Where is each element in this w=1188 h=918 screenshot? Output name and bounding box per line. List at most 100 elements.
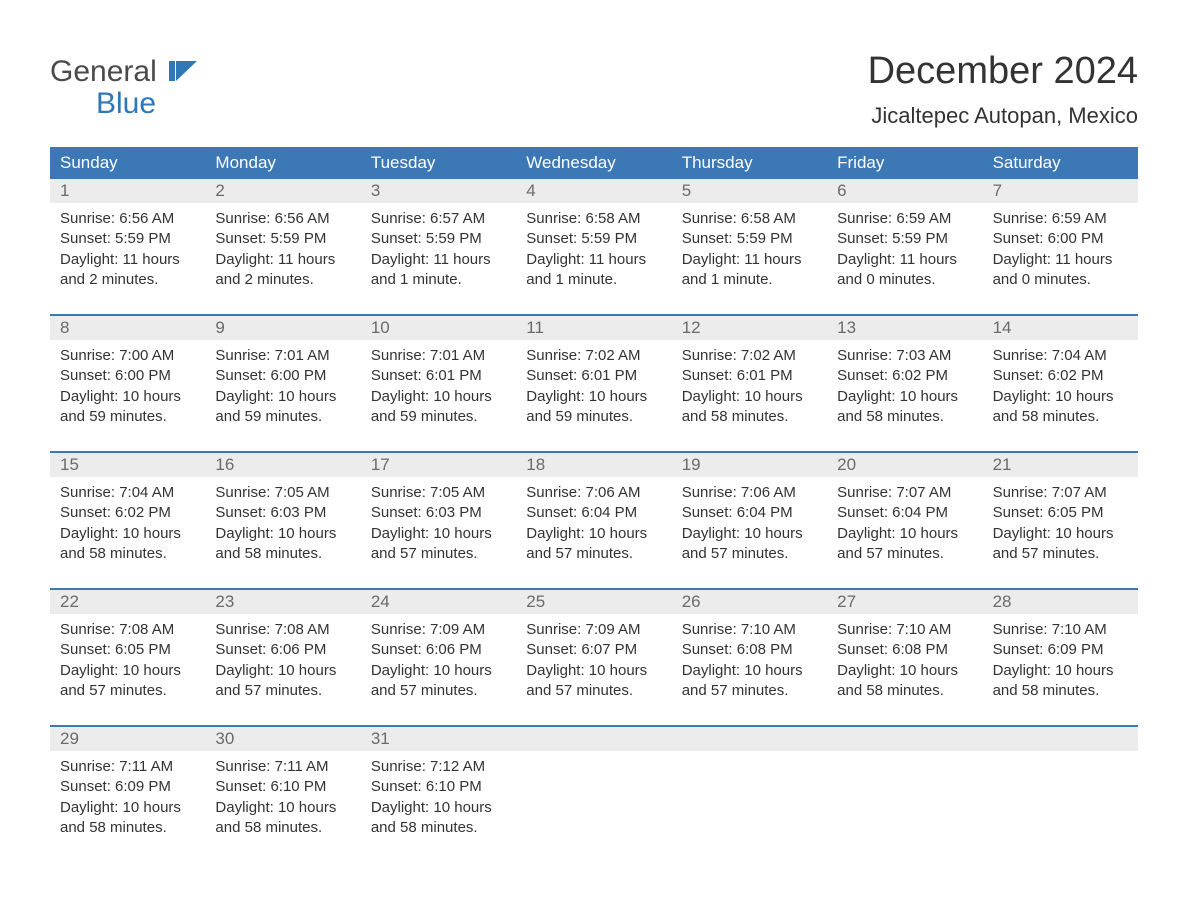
day-number: 18 <box>516 453 671 477</box>
day-cell: Sunrise: 6:56 AMSunset: 5:59 PMDaylight:… <box>205 203 360 300</box>
daylight-text: Daylight: 10 hours <box>682 387 817 407</box>
day-number: 12 <box>672 316 827 340</box>
sunset-text: Sunset: 6:04 PM <box>682 503 817 523</box>
daylight-text: Daylight: 11 hours <box>993 250 1128 270</box>
sunrise-text: Sunrise: 7:03 AM <box>837 346 972 366</box>
day-number: 13 <box>827 316 982 340</box>
day-number: 16 <box>205 453 360 477</box>
day-cell: Sunrise: 7:10 AMSunset: 6:08 PMDaylight:… <box>672 614 827 711</box>
day-cell: Sunrise: 7:01 AMSunset: 6:01 PMDaylight:… <box>361 340 516 437</box>
sunset-text: Sunset: 6:10 PM <box>371 777 506 797</box>
daynum-row: 22232425262728 <box>50 590 1138 614</box>
daylight-text: and 58 minutes. <box>215 544 350 564</box>
day-number: 19 <box>672 453 827 477</box>
daylight-text: and 1 minute. <box>371 270 506 290</box>
daylight-text: Daylight: 10 hours <box>837 661 972 681</box>
daylight-text: Daylight: 11 hours <box>526 250 661 270</box>
sunrise-text: Sunrise: 7:06 AM <box>682 483 817 503</box>
daylight-text: Daylight: 10 hours <box>60 387 195 407</box>
sunset-text: Sunset: 5:59 PM <box>215 229 350 249</box>
weekday-header: Saturday <box>983 147 1138 179</box>
logo-word1: General <box>50 55 157 88</box>
sunset-text: Sunset: 5:59 PM <box>526 229 661 249</box>
sunrise-text: Sunrise: 7:09 AM <box>526 620 661 640</box>
sunset-text: Sunset: 6:02 PM <box>993 366 1128 386</box>
sunrise-text: Sunrise: 7:05 AM <box>371 483 506 503</box>
sunrise-text: Sunrise: 7:07 AM <box>837 483 972 503</box>
day-number: 28 <box>983 590 1138 614</box>
daylight-text: and 0 minutes. <box>993 270 1128 290</box>
sunrise-text: Sunrise: 6:56 AM <box>215 209 350 229</box>
day-cell <box>672 751 827 848</box>
daylight-text: Daylight: 10 hours <box>526 524 661 544</box>
sunset-text: Sunset: 5:59 PM <box>60 229 195 249</box>
daylight-text: and 0 minutes. <box>837 270 972 290</box>
daylight-text: and 58 minutes. <box>60 818 195 838</box>
sunset-text: Sunset: 6:04 PM <box>526 503 661 523</box>
day-number: 5 <box>672 179 827 203</box>
daylight-text: Daylight: 10 hours <box>215 524 350 544</box>
logo-flag-icon <box>169 56 197 88</box>
week-row: 891011121314Sunrise: 7:00 AMSunset: 6:00… <box>50 314 1138 437</box>
sunset-text: Sunset: 6:02 PM <box>837 366 972 386</box>
day-cell: Sunrise: 6:59 AMSunset: 6:00 PMDaylight:… <box>983 203 1138 300</box>
week-row: 293031Sunrise: 7:11 AMSunset: 6:09 PMDay… <box>50 725 1138 848</box>
daylight-text: Daylight: 10 hours <box>526 661 661 681</box>
daylight-text: Daylight: 11 hours <box>215 250 350 270</box>
day-number: 2 <box>205 179 360 203</box>
sunrise-text: Sunrise: 7:05 AM <box>215 483 350 503</box>
sunset-text: Sunset: 6:04 PM <box>837 503 972 523</box>
day-number: 17 <box>361 453 516 477</box>
daylight-text: and 58 minutes. <box>60 544 195 564</box>
day-cell: Sunrise: 7:10 AMSunset: 6:09 PMDaylight:… <box>983 614 1138 711</box>
day-number: 3 <box>361 179 516 203</box>
daylight-text: Daylight: 10 hours <box>371 524 506 544</box>
weekday-header: Tuesday <box>361 147 516 179</box>
day-cell: Sunrise: 6:56 AMSunset: 5:59 PMDaylight:… <box>50 203 205 300</box>
daylight-text: and 59 minutes. <box>215 407 350 427</box>
sunrise-text: Sunrise: 7:01 AM <box>215 346 350 366</box>
week-row: 15161718192021Sunrise: 7:04 AMSunset: 6:… <box>50 451 1138 574</box>
location: Jicaltepec Autopan, Mexico <box>868 103 1138 129</box>
weeks-container: 1234567Sunrise: 6:56 AMSunset: 5:59 PMDa… <box>50 179 1138 848</box>
sunrise-text: Sunrise: 6:56 AM <box>60 209 195 229</box>
daylight-text: and 1 minute. <box>682 270 817 290</box>
daylight-text: and 2 minutes. <box>60 270 195 290</box>
sunset-text: Sunset: 6:05 PM <box>993 503 1128 523</box>
sunset-text: Sunset: 6:00 PM <box>993 229 1128 249</box>
day-number: 7 <box>983 179 1138 203</box>
daynum-row: 293031 <box>50 727 1138 751</box>
daylight-text: Daylight: 10 hours <box>60 798 195 818</box>
daylight-text: and 59 minutes. <box>60 407 195 427</box>
sunrise-text: Sunrise: 7:10 AM <box>682 620 817 640</box>
day-cell: Sunrise: 7:05 AMSunset: 6:03 PMDaylight:… <box>205 477 360 574</box>
sunset-text: Sunset: 6:03 PM <box>215 503 350 523</box>
sunrise-text: Sunrise: 6:58 AM <box>526 209 661 229</box>
day-number: 11 <box>516 316 671 340</box>
day-number: 23 <box>205 590 360 614</box>
sunrise-text: Sunrise: 7:11 AM <box>60 757 195 777</box>
sunset-text: Sunset: 6:06 PM <box>371 640 506 660</box>
daylight-text: and 57 minutes. <box>215 681 350 701</box>
sunset-text: Sunset: 5:59 PM <box>371 229 506 249</box>
sunset-text: Sunset: 6:08 PM <box>682 640 817 660</box>
day-number: 22 <box>50 590 205 614</box>
sunrise-text: Sunrise: 7:02 AM <box>682 346 817 366</box>
calendar: Sunday Monday Tuesday Wednesday Thursday… <box>50 147 1138 848</box>
daylight-text: Daylight: 10 hours <box>215 798 350 818</box>
daylight-text: Daylight: 10 hours <box>60 661 195 681</box>
day-number: 8 <box>50 316 205 340</box>
week-row: 22232425262728Sunrise: 7:08 AMSunset: 6:… <box>50 588 1138 711</box>
daylight-text: Daylight: 10 hours <box>993 387 1128 407</box>
sunrise-text: Sunrise: 7:01 AM <box>371 346 506 366</box>
day-number: 25 <box>516 590 671 614</box>
daylight-text: and 57 minutes. <box>371 681 506 701</box>
day-cell <box>516 751 671 848</box>
day-cell: Sunrise: 7:02 AMSunset: 6:01 PMDaylight:… <box>672 340 827 437</box>
sunrise-text: Sunrise: 7:10 AM <box>837 620 972 640</box>
sunset-text: Sunset: 6:00 PM <box>60 366 195 386</box>
daylight-text: and 57 minutes. <box>993 544 1128 564</box>
day-number: 14 <box>983 316 1138 340</box>
title-block: December 2024 Jicaltepec Autopan, Mexico <box>868 50 1138 129</box>
day-cell: Sunrise: 7:07 AMSunset: 6:05 PMDaylight:… <box>983 477 1138 574</box>
